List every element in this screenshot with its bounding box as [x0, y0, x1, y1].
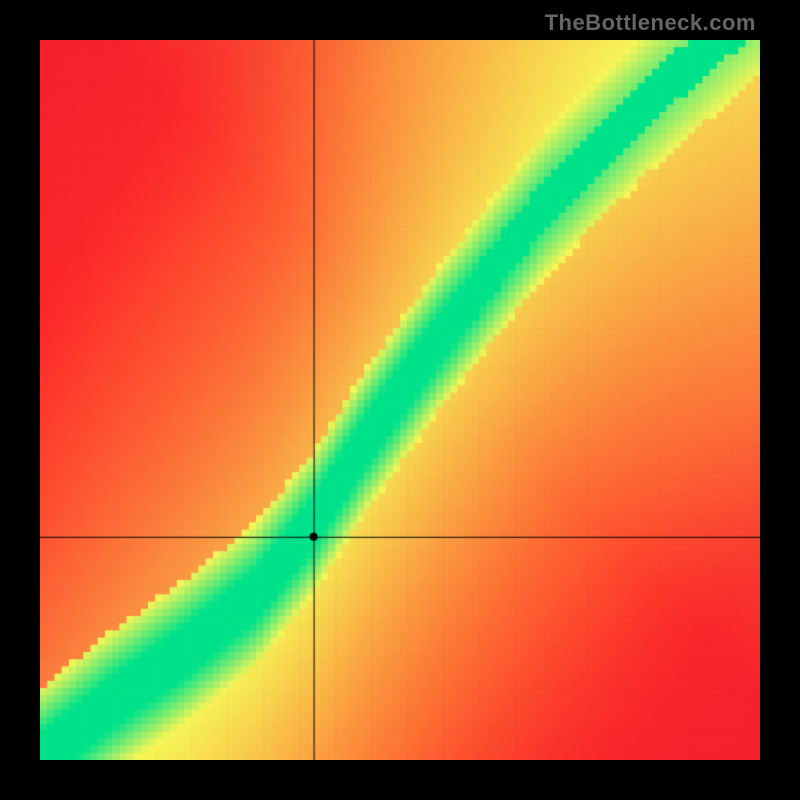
- watermark-text: TheBottleneck.com: [545, 10, 756, 36]
- bottleneck-heatmap: [40, 40, 760, 760]
